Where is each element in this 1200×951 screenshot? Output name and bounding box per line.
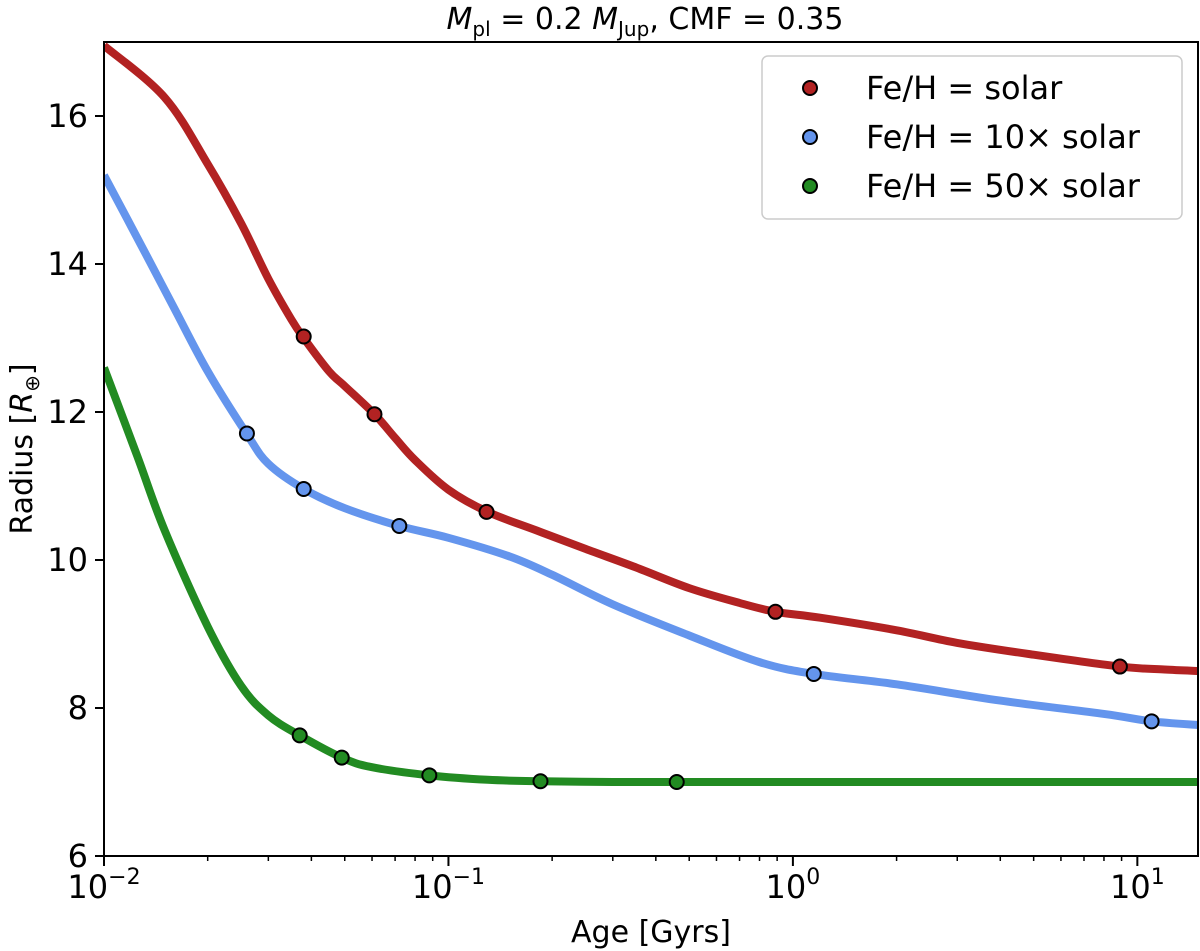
series-2-marker-3 [532,773,549,790]
legend-marker-2 [802,178,818,194]
series-2-marker-2 [421,767,438,784]
series-1-marker-2 [391,517,408,534]
ticks-layer: 6 8 10 12 14 16 10−2 10−1 100 101 [47,97,1164,906]
x-tick-label-3: 101 [1110,865,1165,906]
y-tick-label-1: 8 [68,689,88,727]
series-0-marker-0 [295,328,312,345]
series-line-1 [104,173,1198,730]
legend-box [761,55,1183,220]
title-rest: , CMF = 0.35 [649,2,843,37]
title-eq: = 0.2 [491,2,592,37]
x-axis-label: Age [Gyrs] [571,915,731,950]
y-axis-label: Radius [R⊕] [5,363,44,534]
y-tick-label-5: 16 [47,97,88,135]
series-2-marker-1 [333,749,350,766]
x-tick-label-1: 10−1 [412,865,485,906]
series-1-marker-1 [295,480,312,497]
title-m-sub: pl [472,17,490,41]
y-tick-label-3: 12 [47,393,88,431]
title-mj-symbol: M [592,2,618,37]
legend: Fe/H = solar Fe/H = 10× solar Fe/H = 50× s… [761,55,1183,220]
series-line-2 [104,366,1198,787]
title-mj-sub: Jup [616,17,649,41]
legend-marker-1 [802,129,818,145]
title-m-symbol: M [447,2,473,37]
series-0-marker-1 [366,406,383,423]
legend-label-2: Fe/H = 50× solar [866,167,1141,205]
legend-label-1: Fe/H = 10× solar [866,118,1141,156]
series-2-marker-4 [668,774,685,790]
series-1-marker-0 [238,425,255,442]
series-0-marker-4 [1111,658,1128,675]
series-1-marker-3 [805,665,822,682]
series-1-marker-4 [1143,713,1160,730]
y-tick-label-4: 14 [47,245,88,283]
series-2-marker-0 [291,727,308,744]
y-tick-label-2: 10 [47,541,88,579]
y-tick-label-0: 6 [68,837,88,875]
legend-marker-0 [802,80,818,96]
legend-label-0: Fe/H = solar [866,69,1063,107]
x-tick-label-0: 10−2 [67,865,140,906]
series-0-marker-2 [478,503,495,520]
axes-frame [103,41,1199,857]
x-tick-label-2: 100 [766,865,821,906]
series-0-marker-3 [767,603,784,620]
series-layer [104,42,1198,790]
chart-title: Mpl = 0.2 MJup, CMF = 0.35 [447,2,844,41]
